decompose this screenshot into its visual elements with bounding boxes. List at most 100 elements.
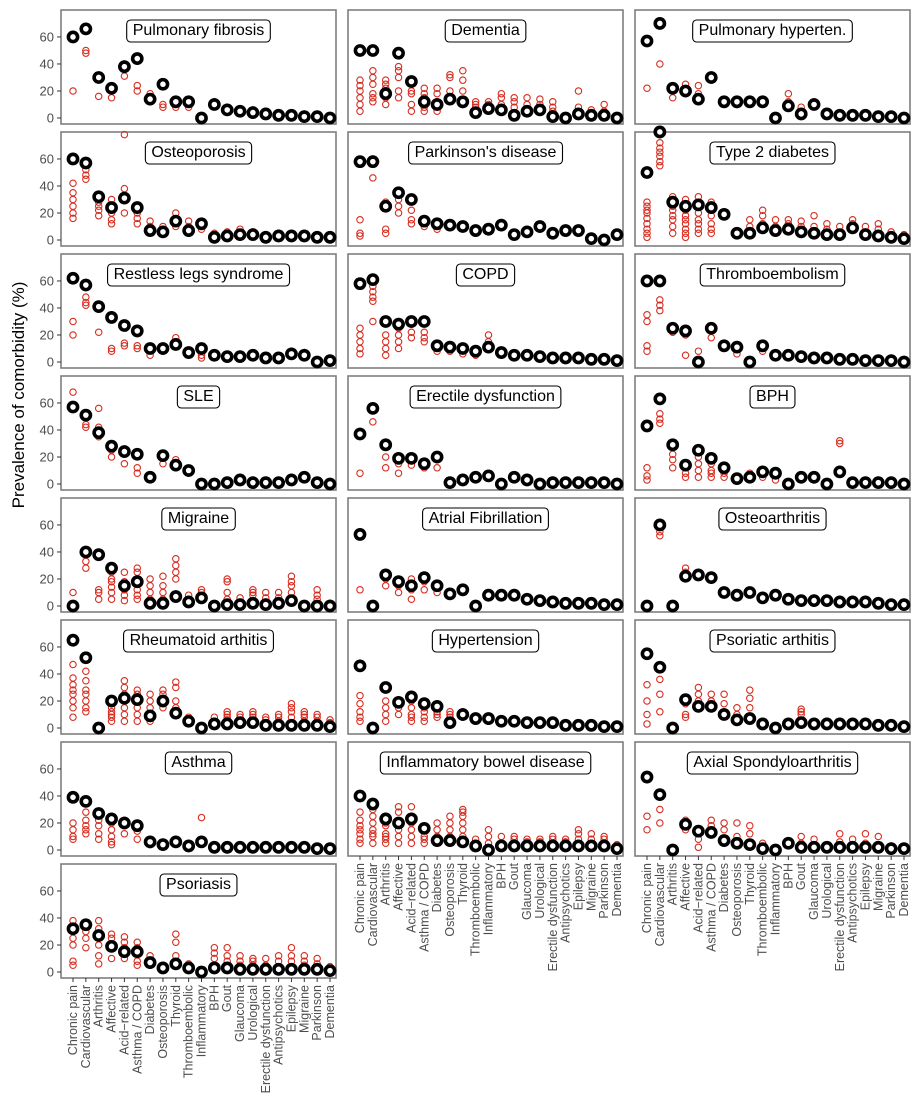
facet-title-box	[709, 629, 836, 653]
pooled-point	[443, 834, 457, 847]
study-point	[69, 317, 77, 326]
study-point	[707, 229, 715, 237]
pooled-point	[794, 470, 808, 484]
y-tick-label: 0	[47, 599, 54, 614]
study-point	[574, 825, 583, 834]
study-point	[356, 708, 364, 716]
pooled-point	[769, 224, 782, 237]
pooled-point	[666, 195, 680, 209]
pooled-point	[195, 591, 208, 605]
pooled-point	[807, 351, 821, 365]
pooled-point	[246, 106, 260, 119]
y-tick-label: 0	[47, 965, 54, 980]
pooled-point	[130, 819, 144, 833]
facet-osteoarthritis: Osteoarthritis	[634, 497, 911, 613]
pooled-point	[859, 717, 872, 731]
pooled-point	[285, 473, 298, 487]
pooled-point	[584, 352, 598, 366]
pooled-point	[130, 52, 144, 65]
study-point	[694, 347, 703, 355]
pooled-point	[897, 720, 911, 734]
facet-title: Hypertension	[438, 632, 532, 649]
facet-title: SLE	[183, 388, 213, 405]
study-point	[172, 930, 180, 938]
study-point	[107, 930, 116, 938]
pooled-point	[456, 583, 470, 597]
study-point	[548, 98, 557, 106]
pooled-point	[456, 473, 470, 487]
pooled-point	[118, 691, 131, 705]
pooled-point	[285, 718, 298, 732]
pooled-point	[323, 964, 337, 978]
pooled-point	[884, 842, 898, 856]
x-tick-label: Parkinson	[310, 985, 324, 1041]
study-point	[107, 347, 116, 355]
pooled-point	[392, 575, 405, 589]
pooled-point	[404, 75, 418, 88]
pooled-point	[597, 352, 611, 366]
study-point	[656, 144, 664, 152]
pooled-point	[105, 201, 118, 214]
facet-osteoporosis: 0 20 40 60 Osteoporosis	[40, 130, 337, 248]
x-tick-label: Erectile dysfunction	[833, 863, 847, 971]
pooled-point	[379, 812, 393, 826]
pooled-point	[494, 103, 508, 117]
pooled-point	[353, 44, 367, 57]
study-point	[133, 961, 142, 969]
study-point	[82, 49, 90, 57]
facet-asthma: 0 20 40 60 Asthma	[40, 741, 337, 858]
study-point	[656, 675, 664, 684]
pooled-point	[820, 351, 834, 365]
x-tick-label: Gout	[794, 862, 808, 890]
study-point	[694, 225, 703, 233]
pooled-point	[610, 354, 624, 368]
study-point	[369, 317, 377, 326]
pooled-point	[195, 835, 208, 849]
pooled-point	[494, 218, 508, 232]
pooled-point	[871, 110, 885, 124]
pooled-point	[559, 596, 572, 610]
study-point	[107, 840, 116, 849]
facet-title-box	[123, 629, 274, 653]
study-point	[381, 225, 390, 233]
x-tick-label: Thyroid	[743, 863, 757, 905]
study-point	[681, 233, 690, 242]
study-point	[681, 229, 690, 237]
pooled-point	[781, 592, 795, 606]
pooled-point	[692, 92, 705, 106]
pooled-point	[297, 840, 311, 854]
pooled-point	[469, 344, 483, 358]
x-tick-label: Dementia	[897, 863, 911, 917]
pooled-point	[653, 125, 667, 139]
study-point	[107, 832, 116, 841]
pooled-point	[156, 342, 170, 355]
pooled-point	[507, 228, 521, 241]
study-point	[420, 84, 428, 93]
pooled-point	[769, 721, 782, 735]
pooled-point	[743, 712, 757, 725]
x-tick-label: Diabetes	[430, 863, 444, 912]
x-tick-label: Antipsychotics	[272, 985, 286, 1065]
pooled-point	[833, 352, 847, 366]
study-point	[746, 694, 754, 703]
pooled-point	[692, 198, 705, 212]
pooled-point	[756, 465, 770, 479]
pooled-point	[169, 590, 183, 603]
study-point	[107, 954, 116, 963]
pooled-point	[297, 470, 311, 484]
pooled-point	[92, 721, 106, 735]
study-point	[861, 830, 870, 838]
pooled-point	[285, 108, 298, 122]
study-point	[356, 350, 364, 358]
pooled-point	[353, 427, 367, 441]
study-point	[433, 464, 441, 472]
pooled-point	[833, 465, 847, 479]
study-point	[369, 418, 377, 426]
pooled-point	[66, 599, 80, 613]
pooled-point	[182, 95, 196, 109]
pooled-point	[392, 695, 405, 709]
pooled-point	[666, 721, 680, 735]
pooled-point	[584, 476, 598, 490]
pooled-point	[272, 108, 285, 122]
pooled-point	[807, 98, 821, 111]
